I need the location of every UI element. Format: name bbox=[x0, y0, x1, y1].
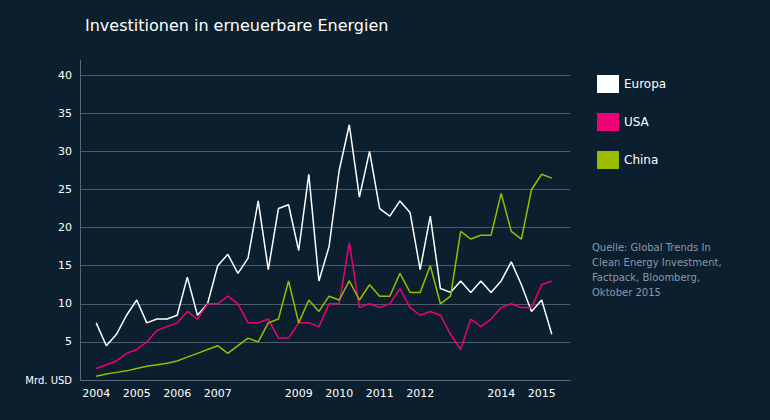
svg-text:2010: 2010 bbox=[325, 387, 353, 400]
svg-text:Mrd. USD: Mrd. USD bbox=[25, 375, 72, 386]
svg-text:20: 20 bbox=[58, 221, 72, 234]
svg-text:5: 5 bbox=[65, 335, 72, 348]
svg-text:Factpack, Bloomberg,: Factpack, Bloomberg, bbox=[592, 272, 700, 283]
svg-text:Europa: Europa bbox=[624, 77, 666, 91]
svg-text:Investitionen in erneuerbare E: Investitionen in erneuerbare Energien bbox=[85, 16, 388, 35]
svg-text:Oktober 2015: Oktober 2015 bbox=[592, 287, 661, 298]
svg-text:2015: 2015 bbox=[528, 387, 556, 400]
svg-text:2005: 2005 bbox=[123, 387, 151, 400]
svg-text:2012: 2012 bbox=[406, 387, 434, 400]
svg-text:2014: 2014 bbox=[487, 387, 515, 400]
svg-text:35: 35 bbox=[58, 107, 72, 120]
svg-text:2007: 2007 bbox=[204, 387, 232, 400]
svg-text:Clean Energy Investment,: Clean Energy Investment, bbox=[592, 257, 722, 268]
svg-text:30: 30 bbox=[58, 145, 72, 158]
svg-text:15: 15 bbox=[58, 259, 72, 272]
svg-text:25: 25 bbox=[58, 183, 72, 196]
svg-text:USA: USA bbox=[624, 115, 650, 129]
svg-text:10: 10 bbox=[58, 297, 72, 310]
svg-text:China: China bbox=[624, 153, 658, 167]
svg-text:40: 40 bbox=[58, 69, 72, 82]
svg-text:2011: 2011 bbox=[366, 387, 394, 400]
svg-text:2004: 2004 bbox=[82, 387, 110, 400]
svg-text:2006: 2006 bbox=[163, 387, 191, 400]
svg-text:Quelle: Global Trends In: Quelle: Global Trends In bbox=[592, 242, 711, 253]
svg-text:2009: 2009 bbox=[285, 387, 313, 400]
